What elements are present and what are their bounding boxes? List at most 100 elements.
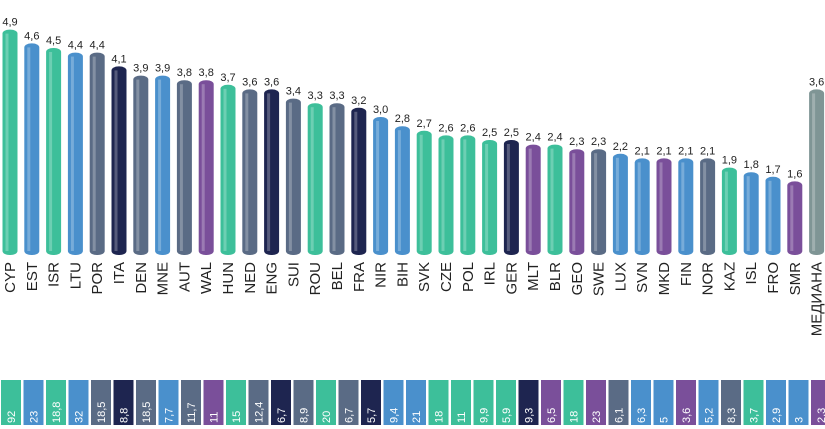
value-label: 4,9 (2, 17, 17, 29)
value-label: 3,3 (329, 90, 344, 102)
bar-highlight (528, 148, 532, 251)
bottom-label: 2,9 (771, 408, 783, 423)
bar-highlight (659, 162, 663, 251)
bottom-box (406, 380, 426, 425)
bar-highlight (485, 144, 489, 251)
value-label: 2,1 (678, 145, 693, 157)
bottom-label: 20 (321, 411, 333, 423)
bottom-label: 5 (659, 417, 671, 423)
category-label: GEO (569, 262, 586, 295)
category-label: NOR (700, 262, 717, 296)
category-label: HUN (220, 262, 237, 295)
bottom-box (743, 380, 764, 425)
bar (46, 48, 62, 255)
category-label: EST (24, 262, 41, 291)
bottom-label: 6,7 (344, 408, 356, 423)
bar (394, 126, 410, 255)
bar-highlight (441, 139, 445, 251)
value-label: 2,5 (504, 127, 519, 139)
value-label: 3,9 (155, 63, 170, 75)
value-label: 3,8 (177, 67, 192, 79)
bar-highlight (70, 56, 74, 251)
category-label: POL (460, 262, 477, 292)
bar (111, 66, 127, 256)
bottom-label: 18,5 (141, 402, 153, 423)
bar-highlight (310, 107, 314, 251)
bar (220, 84, 236, 255)
bar (264, 89, 280, 256)
category-label: WAL (198, 262, 215, 294)
bar (285, 98, 301, 255)
bottom-label: 11 (456, 412, 468, 423)
value-label: 2,8 (395, 113, 410, 125)
category-label: SVN (634, 262, 651, 293)
bar (765, 176, 781, 255)
bottom-label: 5,9 (501, 408, 513, 423)
bottom-label: 3 (794, 417, 806, 423)
bottom-box (676, 380, 696, 425)
bottom-label: 32 (74, 411, 86, 423)
bottom-label: 9,3 (524, 408, 536, 423)
value-label: 4,6 (24, 30, 39, 42)
bar (503, 140, 519, 255)
value-label: 1,7 (765, 164, 780, 176)
value-label: 3,0 (373, 104, 388, 116)
bottom-label: 9,4 (389, 408, 401, 423)
bar-highlight (637, 162, 641, 251)
category-label: ISL (743, 262, 760, 285)
bottom-box (361, 380, 381, 425)
bottom-box (496, 380, 516, 425)
bottom-box (226, 380, 246, 425)
bar (547, 144, 563, 255)
bottom-label: 11,7 (186, 402, 198, 423)
bottom-box (631, 380, 651, 425)
category-label: MKD (656, 262, 673, 296)
value-label: 3,6 (264, 76, 279, 88)
bar (198, 80, 214, 255)
bar (24, 43, 40, 256)
bar (460, 135, 476, 255)
bar-highlight (158, 79, 162, 251)
bottom-box (158, 380, 179, 425)
value-label: 2,3 (591, 136, 606, 148)
value-label: 2,2 (613, 141, 628, 153)
bottom-label: 8,9 (299, 408, 311, 423)
bar-highlight (179, 84, 183, 251)
bar-highlight (136, 79, 140, 251)
category-label: LTU (67, 262, 84, 289)
bar (656, 158, 672, 255)
bottom-label: 18,8 (51, 402, 63, 423)
bottom-box (248, 380, 269, 425)
bottom-label: 23 (591, 411, 603, 423)
bar-highlight (223, 88, 227, 251)
bar (2, 29, 18, 255)
bar-highlight (812, 93, 816, 252)
category-label: MLT (525, 262, 542, 291)
bar-highlight (267, 93, 271, 252)
bottom-label: 6,5 (546, 408, 558, 423)
category-label: DEN (133, 262, 150, 294)
bar (89, 52, 105, 255)
bar (525, 144, 541, 255)
category-label: POR (89, 262, 106, 295)
category-label: SWE (591, 262, 608, 296)
category-label: ITA (111, 262, 128, 284)
value-label: 3,6 (242, 76, 257, 88)
bar-highlight (790, 185, 794, 251)
value-label: 1,9 (722, 155, 737, 167)
category-label: FRO (765, 262, 782, 294)
bar (591, 149, 607, 255)
bar-highlight (615, 157, 619, 251)
bar-highlight (288, 102, 292, 251)
bottom-box (541, 380, 561, 425)
bottom-label: 18 (569, 411, 581, 423)
value-label: 2,1 (700, 145, 715, 157)
bar-highlight (245, 93, 249, 252)
bottom-label: 9,9 (479, 408, 491, 423)
bar (351, 107, 367, 255)
value-label: 2,7 (417, 118, 432, 130)
category-label: GER (503, 262, 520, 295)
category-label: IRL (482, 262, 499, 285)
bottom-label: 6,7 (276, 408, 288, 423)
